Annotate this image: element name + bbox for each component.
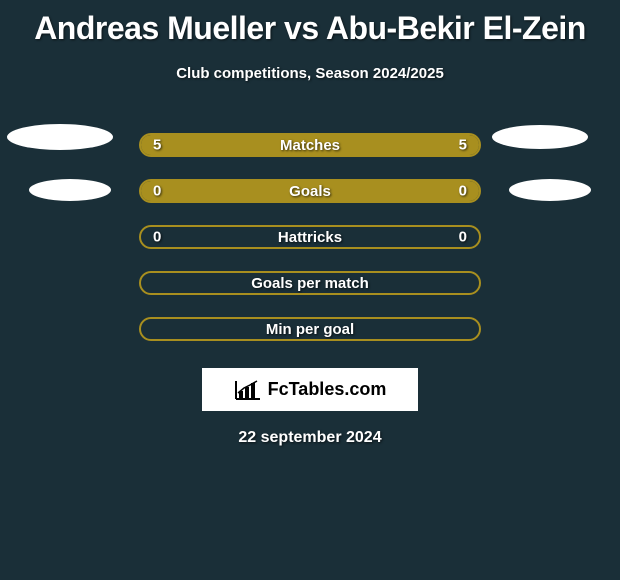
bar-fill-left	[141, 181, 310, 201]
subtitle: Club competitions, Season 2024/2025	[0, 65, 620, 82]
value-right: 0	[459, 229, 467, 246]
decorative-ellipse	[509, 179, 591, 201]
decorative-ellipse	[492, 125, 588, 149]
brand-box: FcTables.com	[202, 368, 418, 411]
bar-track: Hattricks 0 0	[139, 225, 481, 249]
value-right: 0	[459, 183, 467, 200]
comparison-rows: Matches 5 5 Goals 0 0 Hattricks 0 0 Goals per mat…	[0, 122, 620, 352]
brand-text: FcTables.com	[268, 379, 387, 400]
bar-track: Goals per match	[139, 271, 481, 295]
stat-row: Min per goal	[0, 306, 620, 352]
bar-label: Matches	[280, 137, 340, 154]
bar-track: Goals 0 0	[139, 179, 481, 203]
bar-label: Min per goal	[266, 321, 354, 338]
value-left: 5	[153, 137, 161, 154]
stat-row: Hattricks 0 0	[0, 214, 620, 260]
bar-fill-right	[310, 181, 479, 201]
bar-track: Matches 5 5	[139, 133, 481, 157]
bar-label: Goals	[289, 183, 331, 200]
decorative-ellipse	[29, 179, 111, 201]
value-left: 0	[153, 229, 161, 246]
brand-chart-icon	[234, 379, 262, 401]
stat-row: Goals per match	[0, 260, 620, 306]
bar-label: Goals per match	[251, 275, 369, 292]
bar-label: Hattricks	[278, 229, 342, 246]
date-text: 22 september 2024	[0, 429, 620, 447]
decorative-ellipse	[7, 124, 113, 150]
value-right: 5	[459, 137, 467, 154]
value-left: 0	[153, 183, 161, 200]
page-title: Andreas Mueller vs Abu-Bekir El-Zein	[0, 0, 620, 47]
bar-track: Min per goal	[139, 317, 481, 341]
